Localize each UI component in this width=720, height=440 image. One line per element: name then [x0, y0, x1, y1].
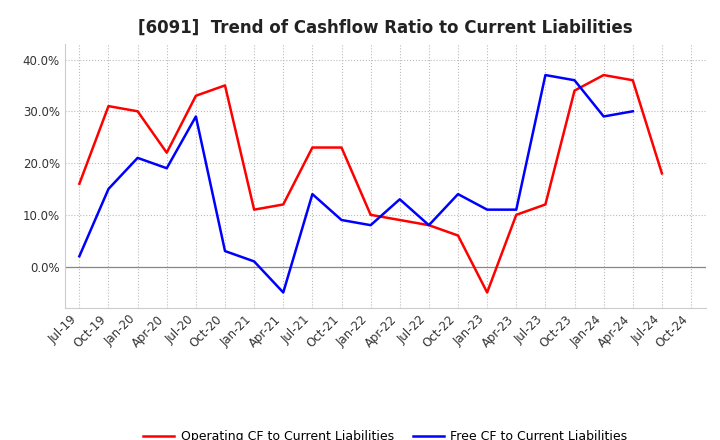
Operating CF to Current Liabilities	[366, 212, 375, 217]
Free CF to Current Liabilities	[337, 217, 346, 223]
Operating CF to Current Liabilities	[250, 207, 258, 212]
Operating CF to Current Liabilities	[75, 181, 84, 187]
Free CF to Current Liabilities	[425, 223, 433, 228]
Free CF to Current Liabilities	[308, 191, 317, 197]
Free CF to Current Liabilities	[454, 191, 462, 197]
Legend: Operating CF to Current Liabilities, Free CF to Current Liabilities: Operating CF to Current Liabilities, Fre…	[138, 425, 632, 440]
Free CF to Current Liabilities	[599, 114, 608, 119]
Line: Operating CF to Current Liabilities: Operating CF to Current Liabilities	[79, 75, 662, 293]
Line: Free CF to Current Liabilities: Free CF to Current Liabilities	[79, 75, 633, 293]
Free CF to Current Liabilities	[192, 114, 200, 119]
Free CF to Current Liabilities	[250, 259, 258, 264]
Free CF to Current Liabilities	[395, 197, 404, 202]
Free CF to Current Liabilities	[512, 207, 521, 212]
Title: [6091]  Trend of Cashflow Ratio to Current Liabilities: [6091] Trend of Cashflow Ratio to Curren…	[138, 19, 632, 37]
Free CF to Current Liabilities	[163, 165, 171, 171]
Operating CF to Current Liabilities	[599, 73, 608, 78]
Operating CF to Current Liabilities	[512, 212, 521, 217]
Operating CF to Current Liabilities	[104, 103, 113, 109]
Free CF to Current Liabilities	[570, 77, 579, 83]
Free CF to Current Liabilities	[629, 109, 637, 114]
Operating CF to Current Liabilities	[308, 145, 317, 150]
Operating CF to Current Liabilities	[629, 77, 637, 83]
Operating CF to Current Liabilities	[192, 93, 200, 99]
Operating CF to Current Liabilities	[657, 171, 666, 176]
Operating CF to Current Liabilities	[570, 88, 579, 93]
Operating CF to Current Liabilities	[541, 202, 550, 207]
Operating CF to Current Liabilities	[133, 109, 142, 114]
Free CF to Current Liabilities	[133, 155, 142, 161]
Operating CF to Current Liabilities	[337, 145, 346, 150]
Operating CF to Current Liabilities	[220, 83, 229, 88]
Free CF to Current Liabilities	[541, 73, 550, 78]
Operating CF to Current Liabilities	[395, 217, 404, 223]
Operating CF to Current Liabilities	[425, 223, 433, 228]
Operating CF to Current Liabilities	[163, 150, 171, 155]
Free CF to Current Liabilities	[75, 253, 84, 259]
Free CF to Current Liabilities	[279, 290, 287, 295]
Free CF to Current Liabilities	[366, 223, 375, 228]
Operating CF to Current Liabilities	[454, 233, 462, 238]
Free CF to Current Liabilities	[483, 207, 492, 212]
Free CF to Current Liabilities	[104, 186, 113, 191]
Free CF to Current Liabilities	[220, 249, 229, 254]
Operating CF to Current Liabilities	[279, 202, 287, 207]
Operating CF to Current Liabilities	[483, 290, 492, 295]
